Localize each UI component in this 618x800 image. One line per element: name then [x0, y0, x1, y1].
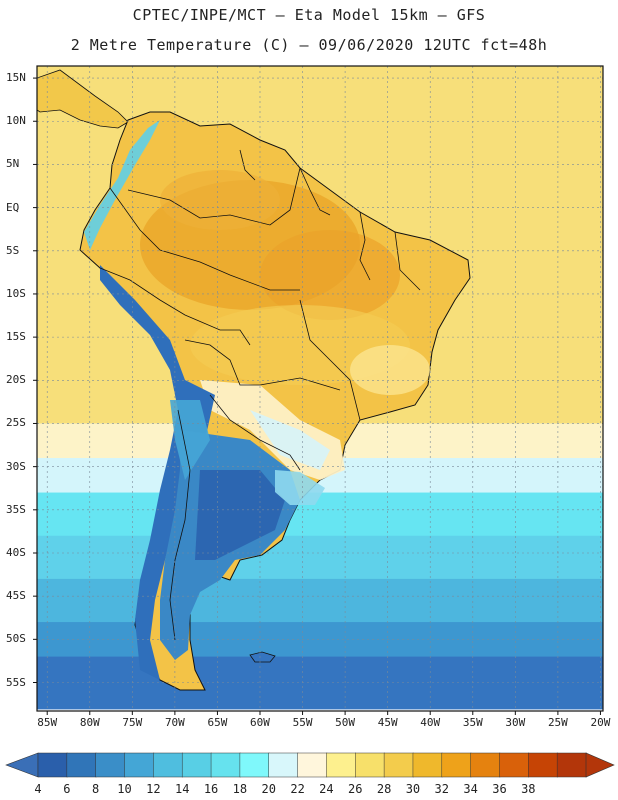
colorbar-swatch	[66, 752, 97, 778]
lat-label: 35S	[6, 502, 26, 516]
ocean-band	[37, 535, 603, 580]
lon-label: 75W	[122, 716, 143, 729]
colorbar-label: 20	[261, 782, 276, 796]
colorbar-swatch	[37, 752, 68, 778]
colorbar-label: 4	[34, 782, 42, 796]
colorbar-label: 14	[174, 782, 190, 796]
lon-label: 85W	[37, 716, 58, 729]
land-field	[37, 69, 471, 691]
lon-label: 25W	[547, 716, 568, 729]
colorbar-label: 8	[92, 782, 100, 796]
lon-label: 60W	[250, 716, 270, 729]
ocean-band	[37, 492, 603, 537]
ocean-band	[37, 578, 603, 624]
lon-label: 40W	[420, 716, 441, 729]
colorbar-swatch	[412, 752, 443, 778]
lat-label: 30S	[6, 459, 26, 473]
colorbar-swatch	[239, 752, 270, 778]
colorbar-label: 36	[492, 782, 507, 796]
lat-label: 25S	[6, 416, 26, 430]
map-title-line1: CPTEC/INPE/MCT – Eta Model 15km – GFS	[132, 6, 486, 24]
lat-label: 15S	[6, 330, 26, 344]
lon-label: 45W	[377, 716, 398, 729]
lon-label: 35W	[462, 716, 483, 729]
lon-label: 80W	[79, 716, 100, 729]
colorbar-label: 12	[146, 782, 161, 796]
colorbar-swatch	[268, 752, 299, 778]
colorbar-swatch	[153, 752, 183, 778]
colorbar-arrow-left	[5, 752, 39, 778]
colorbar-label: 24	[319, 782, 334, 796]
colorbar-label: 22	[290, 782, 305, 796]
map-title-line2: 2 Metre Temperature (C) – 09/06/2020 12U…	[70, 36, 548, 54]
colorbar-label: 26	[348, 782, 363, 796]
lat-label: 40S	[6, 545, 26, 559]
lat-label: 20S	[6, 373, 26, 387]
ocean-field	[37, 66, 603, 710]
colorbar-swatch	[383, 752, 414, 778]
lat-label: 15N	[6, 71, 26, 85]
colorbar-swatch	[528, 752, 558, 778]
country-borders	[99, 149, 421, 641]
colorbar-swatch	[210, 752, 241, 778]
colorbar-swatch	[297, 752, 328, 778]
map-frame	[36, 65, 604, 712]
colorbar-swatch	[556, 752, 587, 778]
lon-label: 70W	[164, 716, 185, 729]
colorbar-swatch	[441, 752, 472, 778]
ocean-band	[37, 656, 603, 710]
central-america	[37, 69, 129, 129]
colorbar-label: 10	[117, 782, 132, 796]
lat-lon-grid	[37, 66, 603, 711]
colorbar-label: 30	[405, 782, 421, 796]
colorbar-label: 34	[463, 782, 478, 796]
lat-label: 10N	[6, 114, 26, 128]
lon-label: 30W	[505, 716, 526, 729]
lat-label: 10S	[6, 286, 26, 300]
lat-label: 45S	[6, 589, 26, 603]
colorbar-label: 6	[63, 782, 71, 796]
colorbar-swatch	[355, 752, 385, 778]
colorbar-swatch	[326, 752, 357, 778]
lon-label: 20W	[590, 716, 611, 729]
axis-ticks	[33, 77, 601, 715]
lon-label: 65W	[207, 716, 228, 729]
lat-label: 50S	[6, 632, 26, 646]
lat-label: 55S	[6, 675, 26, 689]
colorbar-label: 28	[376, 782, 392, 796]
colorbar-arrow-right	[585, 752, 615, 778]
colorbar-label: 16	[203, 782, 219, 796]
lon-label: 50W	[335, 716, 356, 729]
colorbar-swatch	[499, 752, 530, 778]
lat-label: 5S	[6, 243, 20, 257]
lon-label: 55W	[292, 716, 313, 729]
colorbar-label: 38	[521, 782, 536, 796]
colorbar-label: 18	[232, 782, 248, 796]
colorbar-label: 32	[434, 782, 449, 796]
colorbar-swatch	[124, 752, 155, 778]
ocean-band	[37, 622, 603, 658]
lat-label: 5N	[6, 157, 20, 171]
colorbar-swatch	[95, 752, 126, 778]
colorbar-swatch	[181, 752, 212, 778]
lat-label: EQ	[6, 200, 20, 214]
colorbar-swatch	[470, 752, 501, 778]
